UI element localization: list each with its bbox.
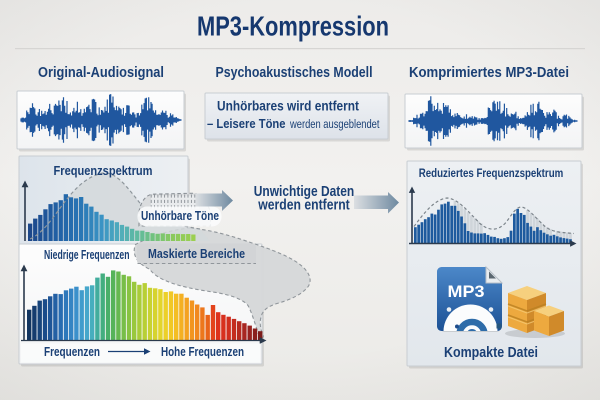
svg-text:– Leisere Töne: – Leisere Töne (207, 117, 286, 131)
svg-text:Frequenzspektrum: Frequenzspektrum (54, 163, 153, 178)
svg-text:Kompakte Datei: Kompakte Datei (444, 345, 538, 361)
svg-text:Unhörbare Töne: Unhörbare Töne (141, 208, 219, 223)
svg-text:werden entfernt: werden entfernt (257, 197, 349, 214)
svg-text:Hohe Frequenzen: Hohe Frequenzen (161, 345, 244, 359)
svg-text:Komprimiertes MP3-Datei: Komprimiertes MP3-Datei (409, 65, 569, 81)
svg-text:werden ausgeblendet: werden ausgeblendet (289, 117, 380, 131)
svg-text:Reduziertes Frequenzspektrum: Reduziertes Frequenzspektrum (419, 166, 564, 180)
svg-text:Psychoakustisches Modell: Psychoakustisches Modell (216, 65, 373, 81)
svg-text:Original-Audiosignal: Original-Audiosignal (38, 65, 164, 81)
svg-text:Niedrige Frequenzen: Niedrige Frequenzen (44, 248, 130, 262)
svg-text:Unhörbares wird entfernt: Unhörbares wird entfernt (217, 99, 359, 114)
svg-text:Frequenzen: Frequenzen (44, 345, 100, 359)
svg-text:Maskierte Bereiche: Maskierte Bereiche (148, 246, 245, 261)
svg-text:MP3: MP3 (448, 282, 485, 301)
svg-text:MP3-Kompression: MP3-Kompression (197, 11, 389, 42)
svg-text:Unwichtige Daten: Unwichtige Daten (254, 183, 355, 200)
